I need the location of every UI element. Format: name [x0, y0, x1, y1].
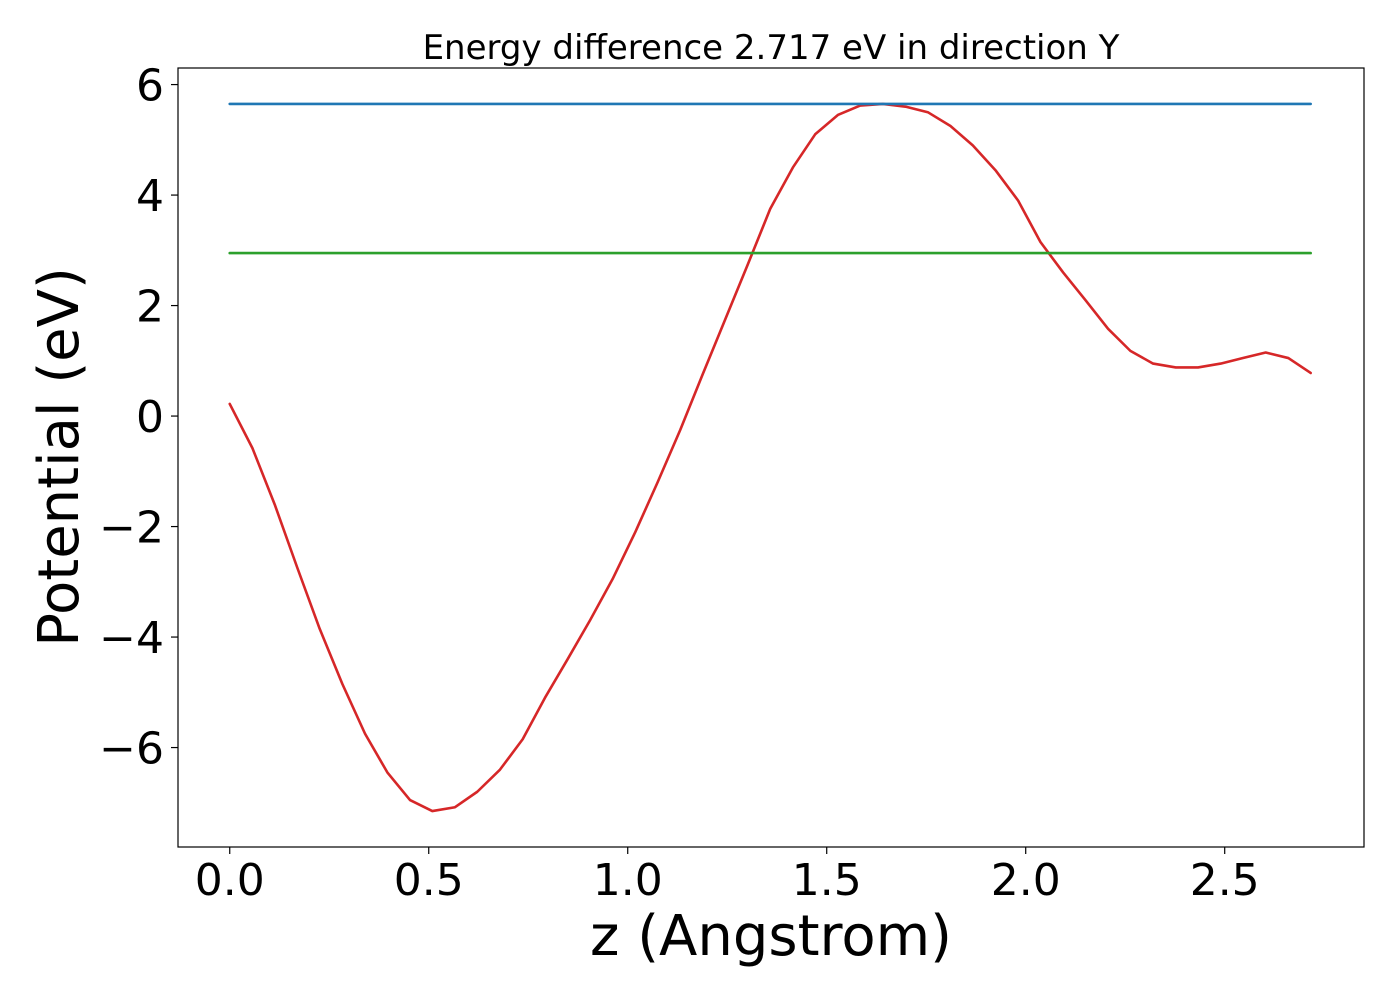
y-tick-label: −4: [99, 613, 164, 664]
y-tick-label: 0: [136, 392, 164, 443]
x-tick-label: 2.0: [991, 855, 1061, 906]
x-tick-label: 0.0: [195, 855, 265, 906]
series-line-0: [228, 102, 1312, 813]
y-tick-label: 4: [136, 171, 164, 222]
plot-lines: [228, 102, 1312, 813]
x-tick-label: 1.0: [593, 855, 663, 906]
chart-title: Energy difference 2.717 eV in direction …: [423, 28, 1120, 68]
y-tick-label: 2: [136, 282, 164, 333]
x-tick-label: 0.5: [394, 855, 464, 906]
y-tick-label: −6: [99, 724, 164, 775]
x-axis-ticks: 0.0 0.5 1.0 1.5 2.0 2.5: [195, 847, 1260, 906]
y-tick-label: −2: [99, 503, 164, 554]
y-tick-label: 6: [136, 61, 164, 112]
y-axis-ticks: −6 −4 −2 0 2 4 6: [99, 61, 178, 775]
y-axis-title: Potential (eV): [27, 267, 92, 647]
x-tick-label: 1.5: [792, 855, 862, 906]
axes-frame: [177, 67, 1365, 848]
x-axis-title: z (Angstrom): [590, 904, 952, 969]
x-tick-label: 2.5: [1190, 855, 1260, 906]
